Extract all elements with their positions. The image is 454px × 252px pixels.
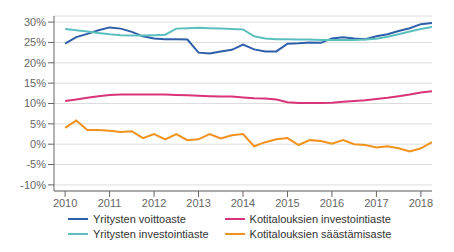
svg-text:15%: 15%	[24, 77, 46, 89]
svg-text:2012: 2012	[142, 197, 166, 209]
svg-text:-10%: -10%	[20, 179, 46, 191]
svg-text:2017: 2017	[364, 197, 388, 209]
svg-text:-5%: -5%	[26, 158, 46, 170]
svg-text:2010: 2010	[53, 197, 77, 209]
svg-text:30%: 30%	[24, 16, 46, 28]
html-text:Yritysten voittoaste: Yritysten voittoaste	[93, 213, 186, 225]
svg-text:25%: 25%	[24, 36, 46, 48]
svg-text:2014: 2014	[231, 197, 255, 209]
svg-text:2011: 2011	[98, 197, 122, 209]
svg-text:2016: 2016	[320, 197, 344, 209]
html-text:Kotitalouksien investointiaste: Kotitalouksien investointiaste	[249, 213, 391, 225]
svg-text:2015: 2015	[275, 197, 299, 209]
svg-text:5%: 5%	[30, 118, 46, 130]
html-text:Kotitalouksien säästämisaste: Kotitalouksien säästämisaste	[249, 228, 392, 240]
html-text:Yritysten investointiaste: Yritysten investointiaste	[93, 228, 209, 240]
svg-text:2018: 2018	[409, 197, 433, 209]
svg-text:20%: 20%	[24, 57, 46, 69]
svg-text:2013: 2013	[186, 197, 210, 209]
svg-text:0%: 0%	[30, 138, 46, 150]
svg-text:10%: 10%	[24, 97, 46, 109]
